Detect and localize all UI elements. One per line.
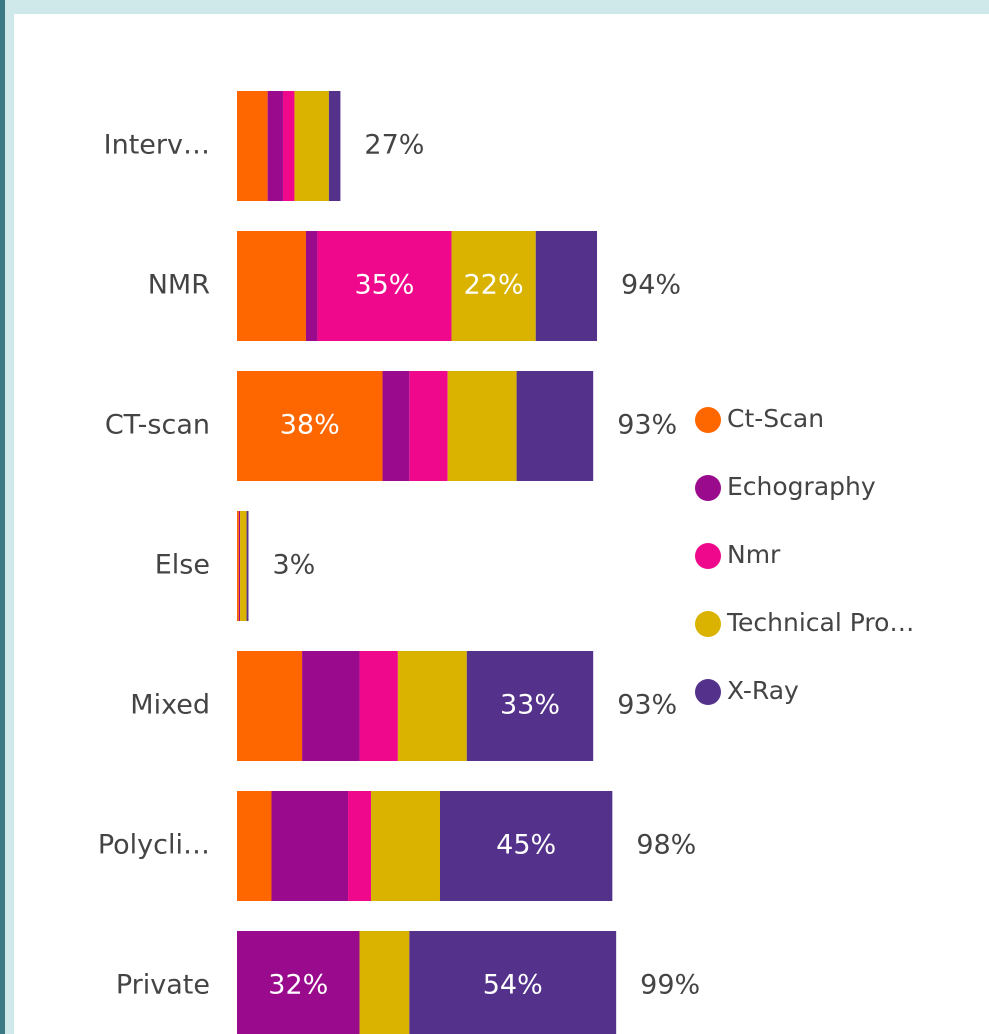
category-label: Polycli… bbox=[98, 830, 210, 861]
category-label: Else bbox=[155, 550, 210, 581]
bar-segment bbox=[237, 231, 306, 341]
bar-segment bbox=[409, 371, 448, 481]
category-label: NMR bbox=[148, 270, 210, 301]
total-label: 93% bbox=[617, 410, 677, 441]
bar-segment bbox=[371, 791, 440, 901]
bar-segment bbox=[302, 651, 360, 761]
legend-label: X-Ray bbox=[727, 676, 799, 705]
category-label: CT-scan bbox=[105, 410, 210, 441]
bar-segment bbox=[409, 931, 617, 1034]
bar-segment bbox=[451, 231, 536, 341]
bar-segment bbox=[237, 511, 239, 621]
legend-marker bbox=[695, 475, 721, 501]
category-label: Interv… bbox=[104, 130, 210, 161]
legend-label: Echography bbox=[727, 472, 876, 501]
bar-segment bbox=[359, 931, 410, 1034]
bar-segment bbox=[267, 91, 283, 201]
category-label: Mixed bbox=[130, 690, 210, 721]
bar-segment bbox=[397, 651, 467, 761]
bar-segment bbox=[447, 371, 517, 481]
legend-label: Nmr bbox=[727, 540, 781, 569]
legend-marker bbox=[695, 611, 721, 637]
total-label: 99% bbox=[640, 970, 700, 1001]
bar-segment bbox=[305, 231, 318, 341]
bar-segment bbox=[535, 231, 598, 341]
bar-segment bbox=[466, 651, 594, 761]
bar-segment bbox=[237, 91, 268, 201]
bar-segment bbox=[516, 371, 594, 481]
bar-segment bbox=[282, 91, 295, 201]
total-label: 94% bbox=[621, 270, 681, 301]
data-label: 45% bbox=[496, 830, 556, 861]
bar-segment bbox=[238, 511, 241, 621]
data-label: 35% bbox=[354, 270, 414, 301]
data-label: 38% bbox=[280, 410, 340, 441]
bar-segment bbox=[240, 511, 247, 621]
bar-segment bbox=[359, 651, 398, 761]
bar-segment bbox=[237, 371, 383, 481]
bar-segment bbox=[328, 91, 341, 201]
bar-segment bbox=[246, 511, 249, 621]
bar-segment bbox=[439, 791, 613, 901]
legend-label: Ct-Scan bbox=[727, 404, 824, 433]
bar-segment bbox=[382, 371, 410, 481]
category-label: Private bbox=[116, 970, 210, 1001]
total-label: 98% bbox=[636, 830, 696, 861]
data-label: 33% bbox=[500, 690, 560, 721]
data-label: 22% bbox=[464, 270, 524, 301]
bar-segment bbox=[317, 231, 452, 341]
bar-segment bbox=[237, 931, 360, 1034]
legend-marker bbox=[695, 407, 721, 433]
bar-segment bbox=[271, 791, 349, 901]
bar-segment bbox=[237, 791, 272, 901]
left-border bbox=[0, 0, 5, 1034]
bar-segment bbox=[348, 791, 372, 901]
bar-segment bbox=[294, 91, 329, 201]
legend-marker bbox=[695, 679, 721, 705]
data-label: 54% bbox=[483, 970, 543, 1001]
total-label: 27% bbox=[364, 130, 424, 161]
total-label: 93% bbox=[617, 690, 677, 721]
bar-segment bbox=[237, 651, 303, 761]
legend-label: Technical Pro… bbox=[726, 608, 914, 637]
data-label: 32% bbox=[268, 970, 328, 1001]
total-label: 3% bbox=[272, 550, 315, 581]
legend-marker bbox=[695, 543, 721, 569]
